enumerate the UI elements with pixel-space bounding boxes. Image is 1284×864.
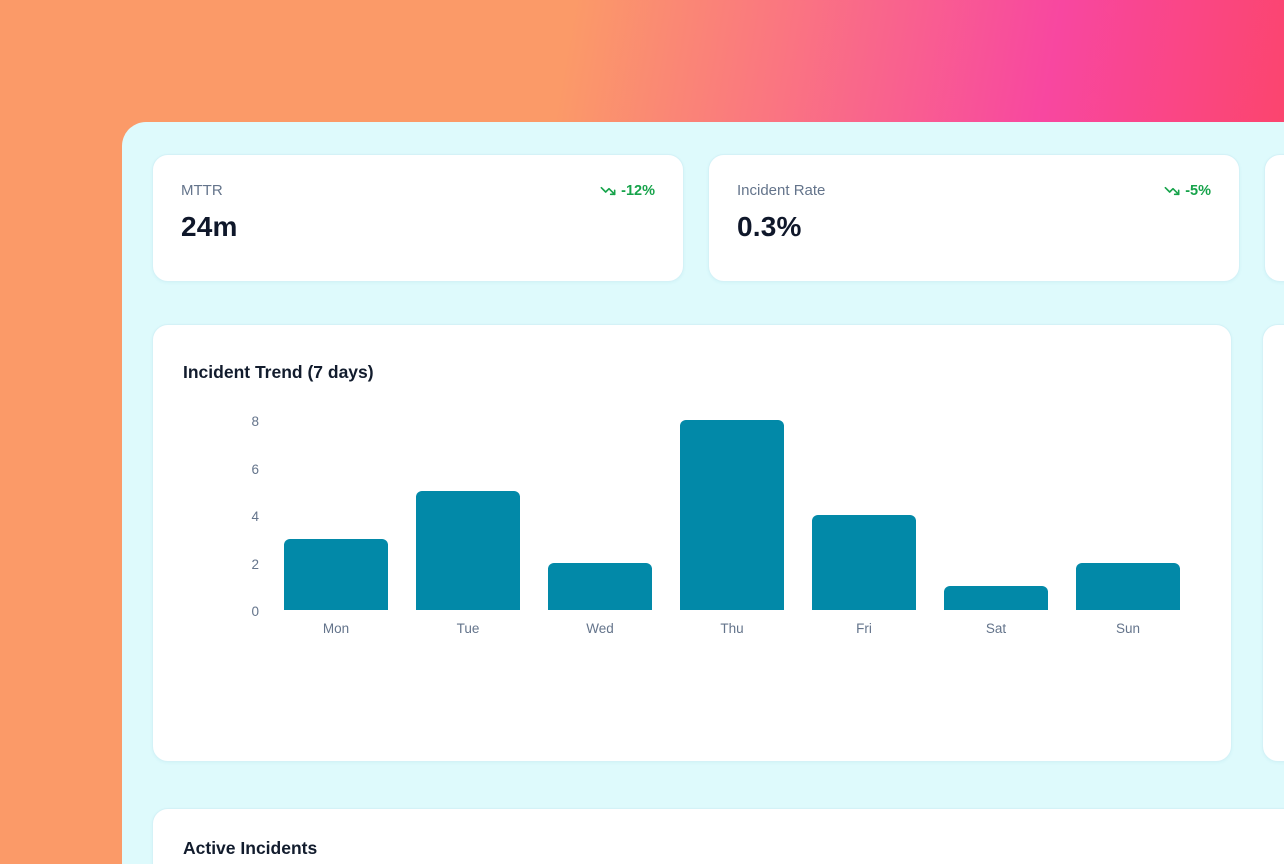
- x-axis-label: Mon: [322, 621, 350, 636]
- stat-card-header: Incident Rate -5%: [737, 182, 1211, 200]
- bar-sat[interactable]: [944, 586, 1048, 610]
- stat-value: 24m: [181, 211, 238, 242]
- incidents-row: Active Incidents: [152, 808, 1284, 864]
- x-axis-label: Fri: [856, 621, 872, 636]
- trend-value: -12%: [621, 183, 655, 199]
- incident-trend-card: Incident Trend (7 days) 0 2 4 6 8 Mon Tue Wed Th…: [152, 324, 1232, 762]
- charts-row: Incident Trend (7 days) 0 2 4 6 8 Mon Tue Wed Th…: [152, 324, 1284, 762]
- active-incidents-card: Active Incidents: [152, 808, 1284, 864]
- stats-row: MTTR -12% 24m Incident Rate: [152, 154, 1284, 282]
- trend-badge: -5%: [1164, 183, 1211, 199]
- bar-fri[interactable]: [812, 515, 916, 610]
- stat-label: MTTR: [181, 182, 223, 199]
- bar-sun[interactable]: [1076, 563, 1180, 610]
- stat-card-partial: [1264, 154, 1284, 282]
- chart-card-partial: [1262, 324, 1284, 762]
- bar-mon[interactable]: [284, 539, 388, 610]
- bar-thu[interactable]: [680, 420, 784, 610]
- bar-wed[interactable]: [548, 563, 652, 610]
- x-axis-label: Thu: [720, 621, 744, 636]
- y-axis-tick: 6: [251, 461, 259, 477]
- stat-value: 0.3%: [737, 211, 802, 242]
- stat-card-mttr: MTTR -12% 24m: [152, 154, 684, 282]
- dashboard-panel: MTTR -12% 24m Incident Rate: [122, 122, 1284, 864]
- bar-tue[interactable]: [416, 491, 520, 610]
- x-axis-label: Sun: [1115, 621, 1141, 636]
- stat-card-header: MTTR -12%: [181, 182, 655, 200]
- stat-card-incident-rate: Incident Rate -5% 0.3%: [708, 154, 1240, 282]
- stat-label: Incident Rate: [737, 182, 826, 199]
- y-axis-tick: 8: [251, 414, 259, 430]
- trend-value: -5%: [1185, 183, 1211, 199]
- incidents-title: Active Incidents: [183, 838, 318, 858]
- y-axis-tick: 2: [251, 556, 259, 572]
- chart-title: Incident Trend (7 days): [183, 362, 374, 382]
- trending-down-icon: [600, 183, 616, 199]
- x-axis-label: Tue: [456, 621, 480, 636]
- y-axis-tick: 4: [251, 509, 259, 525]
- trend-badge: -12%: [600, 183, 655, 199]
- bar-chart: 0 2 4 6 8 Mon Tue Wed Thu Fri Sat Sun: [183, 383, 1203, 683]
- y-axis-tick: 0: [251, 604, 259, 619]
- trending-down-icon: [1164, 183, 1180, 199]
- x-axis-label: Wed: [586, 621, 614, 636]
- x-axis-label: Sat: [985, 621, 1007, 636]
